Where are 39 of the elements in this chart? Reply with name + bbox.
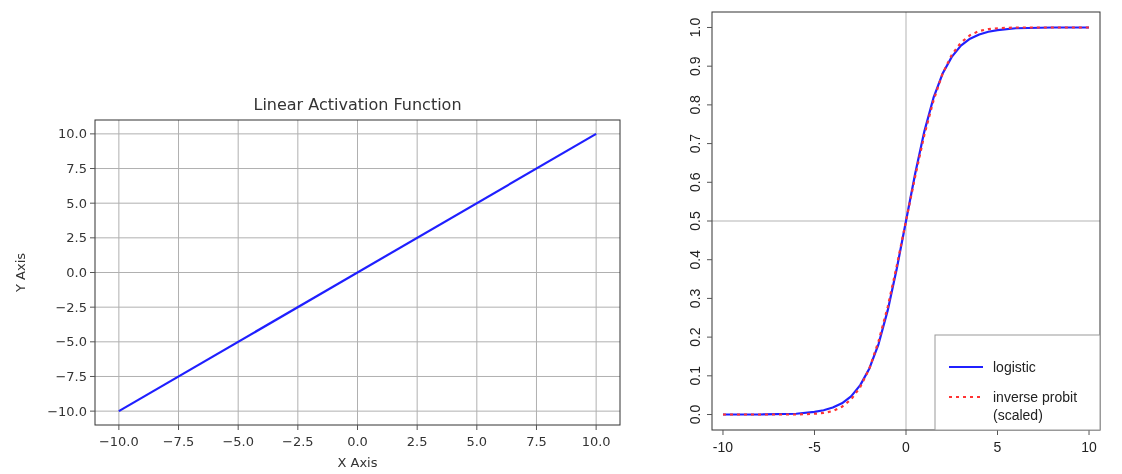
y-tick-label: 0.6 bbox=[687, 172, 703, 193]
y-tick-label: 0.5 bbox=[687, 211, 703, 231]
y-tick-label: 2.5 bbox=[66, 230, 87, 246]
x-axis-title: X Axis bbox=[337, 455, 378, 470]
x-tick-label: 0 bbox=[902, 439, 911, 455]
y-tick-label: 0.2 bbox=[687, 327, 703, 347]
x-tick-label: 2.5 bbox=[406, 434, 428, 449]
y-tick-label: −5.0 bbox=[55, 334, 87, 350]
legend-label: inverse probit (scaled) bbox=[993, 388, 1078, 423]
y-tick-label: 0.0 bbox=[66, 265, 87, 281]
x-tick-label: −7.5 bbox=[162, 434, 195, 449]
y-tick-label: 5.0 bbox=[66, 195, 87, 211]
x-tick-label: −10.0 bbox=[98, 434, 139, 449]
y-tick-label: −2.5 bbox=[55, 299, 87, 315]
y-axis-title: Y Axis bbox=[13, 252, 28, 294]
y-tick-label: 0.4 bbox=[687, 249, 703, 270]
y-tick-label: 0.1 bbox=[687, 365, 703, 386]
chart-title: Linear Activation Function bbox=[253, 95, 462, 114]
x-tick-label: 5 bbox=[993, 439, 1002, 455]
y-tick-label: 0.3 bbox=[687, 288, 703, 309]
x-tick-label: −2.5 bbox=[282, 434, 314, 449]
x-tick-label: 10.0 bbox=[581, 434, 611, 449]
y-tick-label: 10.0 bbox=[58, 126, 87, 142]
x-tick-label: 7.5 bbox=[526, 434, 547, 449]
x-tick-label: 10 bbox=[1081, 439, 1098, 455]
y-tick-label: −10.0 bbox=[47, 403, 87, 419]
x-tick-label: -10 bbox=[712, 439, 734, 455]
x-tick-label: 5.0 bbox=[466, 434, 488, 449]
legend-label: logistic bbox=[993, 358, 1036, 375]
y-tick-label: −7.5 bbox=[55, 369, 87, 385]
y-tick-label: 7.5 bbox=[66, 161, 87, 177]
x-tick-label: -5 bbox=[808, 439, 821, 455]
y-tick-label: 0.9 bbox=[687, 56, 703, 76]
x-tick-label: 0.0 bbox=[347, 434, 368, 449]
x-tick-label: −5.0 bbox=[222, 434, 254, 449]
y-tick-label: 1.0 bbox=[687, 17, 703, 38]
y-tick-label: 0.8 bbox=[687, 94, 703, 115]
y-tick-label: 0.7 bbox=[687, 133, 703, 154]
y-tick-label: 0.0 bbox=[687, 404, 703, 425]
